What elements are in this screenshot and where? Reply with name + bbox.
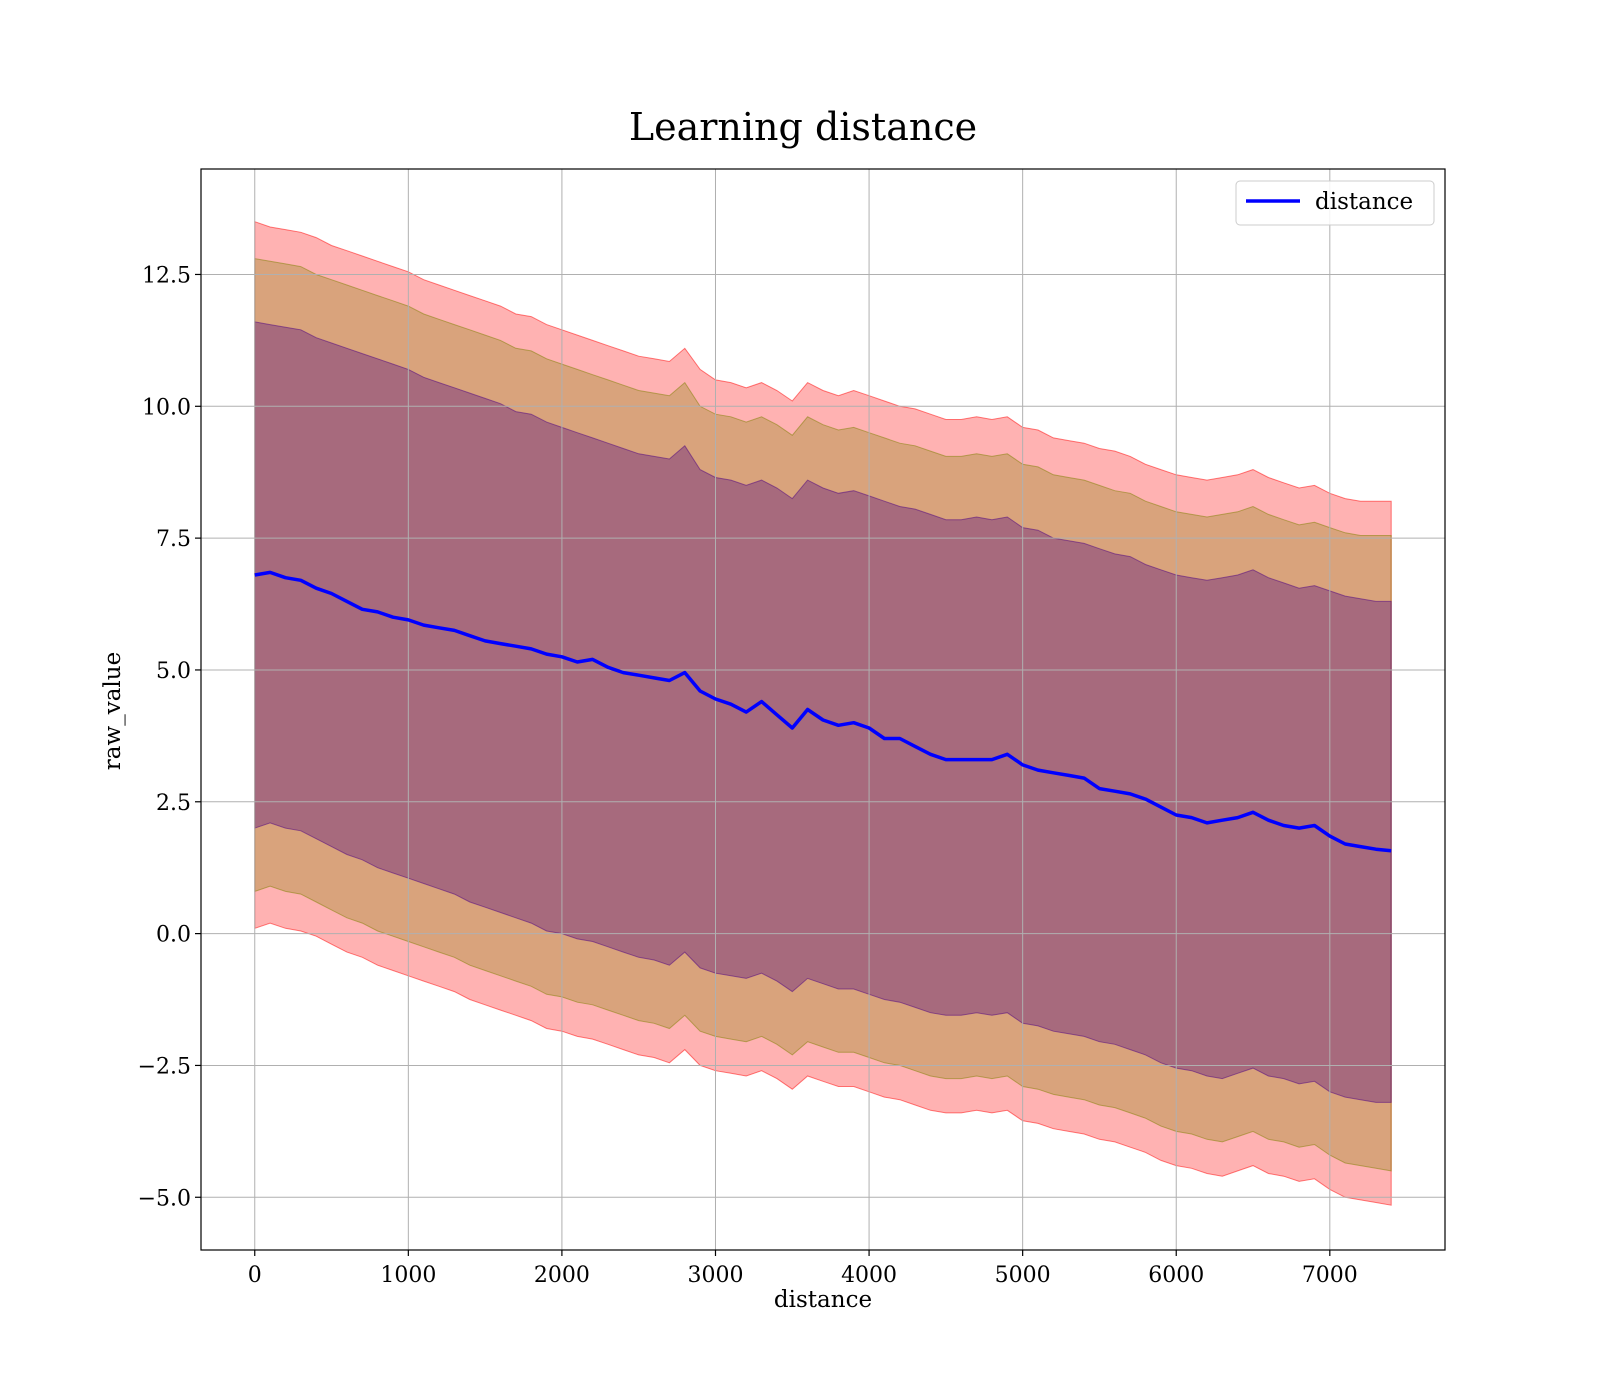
x-tick-label: 7000 [1302,1263,1358,1288]
band-2 [254,321,1392,1103]
x-tick-label: 4000 [841,1263,897,1288]
legend: distance [1235,180,1435,226]
y-tick-label: 12.5 [142,263,191,288]
y-tick-label: −5.0 [138,1186,191,1211]
grid-lines [201,169,1445,1250]
x-tick-label: 0 [248,1263,262,1288]
chart-title: Learning distance [629,105,977,149]
legend-box [1235,180,1435,226]
confidence-bands [254,220,1392,1206]
y-tick-label: 10.0 [142,395,191,420]
series-line-distance [254,570,1392,853]
x-axis-ticks: 0 1000 2000 3000 4000 5000 6000 7000 [248,1250,1358,1288]
x-axis-label: distance [774,1287,872,1313]
y-tick-label: 2.5 [156,791,191,816]
x-tick-label: 3000 [687,1263,743,1288]
plot-frame [200,168,1446,1251]
x-tick-label: 6000 [1148,1263,1204,1288]
y-tick-label: 0.0 [156,923,191,948]
band-1 [254,258,1392,1172]
y-axis-label: raw_value [100,652,126,770]
band-0 [254,220,1392,1206]
y-tick-label: −2.5 [138,1054,191,1079]
x-tick-label: 1000 [380,1263,436,1288]
x-tick-label: 5000 [995,1263,1051,1288]
x-tick-label: 2000 [534,1263,590,1288]
legend-label-distance: distance [1315,189,1413,215]
y-tick-label: 5.0 [156,659,191,684]
y-axis-ticks: −5.0 −2.5 0.0 2.5 5.0 7.5 10.0 12.5 [138,263,201,1211]
series-lines [254,570,1392,853]
y-tick-label: 7.5 [156,527,191,552]
